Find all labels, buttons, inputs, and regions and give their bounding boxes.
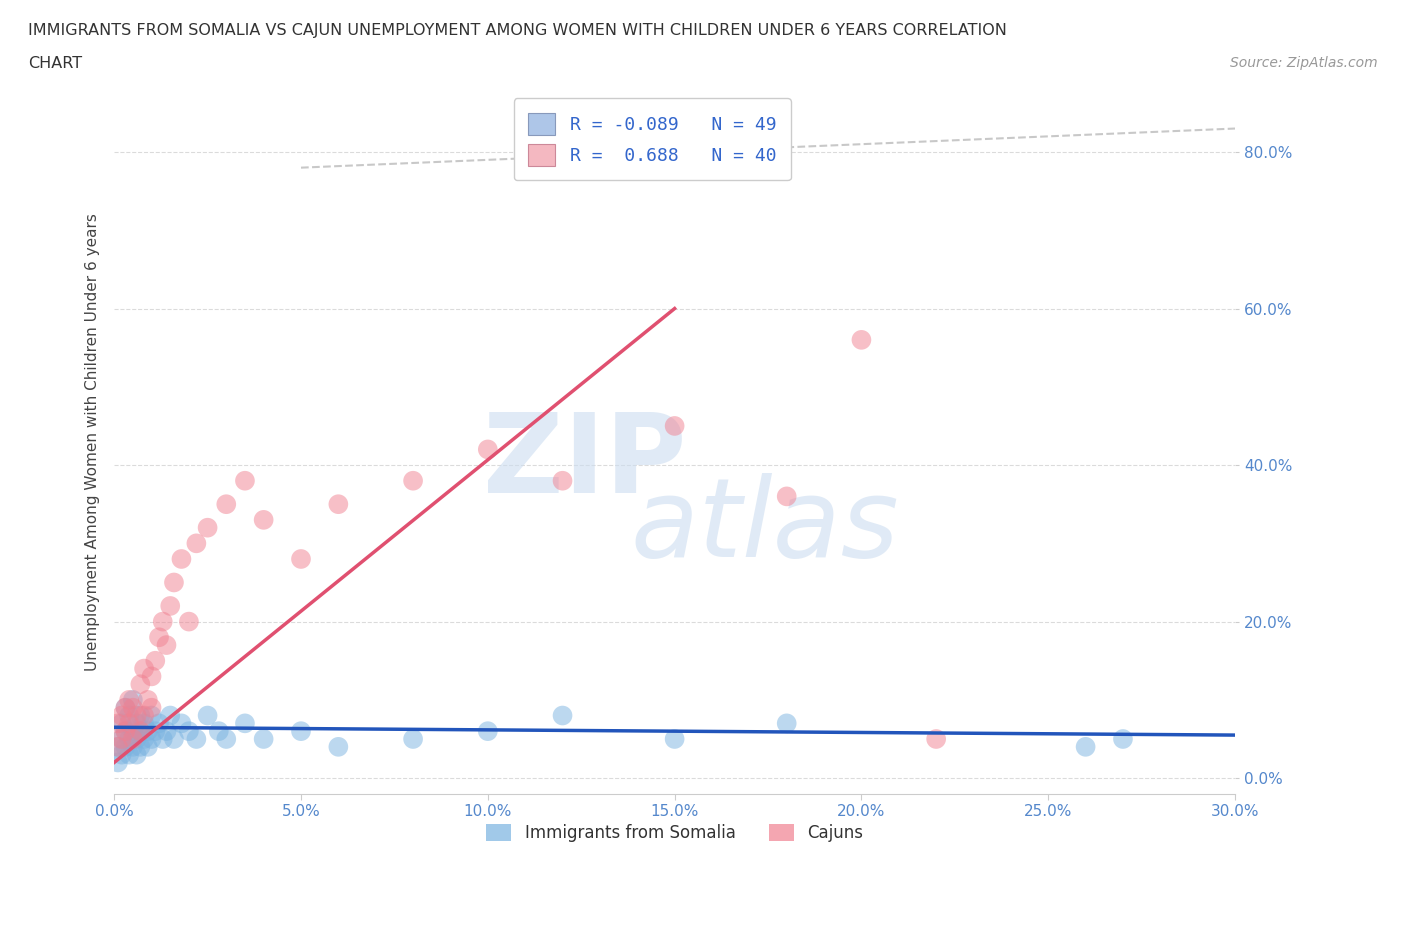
Point	[125, 732, 148, 747]
Point	[111, 732, 134, 747]
Point	[177, 614, 200, 629]
Point	[132, 716, 155, 731]
Point	[107, 755, 129, 770]
Point	[402, 473, 425, 488]
Point	[170, 551, 193, 566]
Point	[132, 661, 155, 676]
Point	[152, 732, 174, 747]
Point	[125, 747, 148, 762]
Point	[186, 732, 208, 747]
Point	[177, 724, 200, 738]
Point	[215, 497, 238, 512]
Point	[159, 599, 181, 614]
Point	[664, 418, 686, 433]
Point	[107, 739, 129, 754]
Point	[111, 708, 134, 723]
Point	[551, 473, 574, 488]
Point	[208, 724, 231, 738]
Point	[129, 739, 152, 754]
Point	[402, 732, 425, 747]
Point	[148, 716, 170, 731]
Point	[141, 669, 163, 684]
Point	[152, 614, 174, 629]
Point	[776, 489, 799, 504]
Point	[925, 732, 948, 747]
Point	[122, 739, 145, 754]
Point	[114, 700, 136, 715]
Point	[328, 739, 350, 754]
Point	[136, 739, 159, 754]
Y-axis label: Unemployment Among Women with Children Under 6 years: Unemployment Among Women with Children U…	[86, 213, 100, 671]
Point	[290, 724, 312, 738]
Point	[136, 693, 159, 708]
Point	[132, 708, 155, 723]
Point	[132, 732, 155, 747]
Point	[141, 708, 163, 723]
Point	[129, 677, 152, 692]
Point	[155, 724, 177, 738]
Point	[125, 708, 148, 723]
Point	[664, 732, 686, 747]
Point	[197, 708, 219, 723]
Point	[114, 739, 136, 754]
Point	[1074, 739, 1097, 754]
Point	[253, 512, 276, 527]
Point	[143, 653, 166, 668]
Point	[122, 700, 145, 715]
Point	[118, 693, 141, 708]
Point	[215, 732, 238, 747]
Point	[186, 536, 208, 551]
Point	[551, 708, 574, 723]
Point	[118, 708, 141, 723]
Point	[197, 520, 219, 535]
Point	[118, 732, 141, 747]
Text: atlas: atlas	[630, 472, 898, 579]
Point	[328, 497, 350, 512]
Point	[114, 724, 136, 738]
Point	[141, 732, 163, 747]
Point	[122, 693, 145, 708]
Point	[118, 716, 141, 731]
Point	[159, 708, 181, 723]
Text: CHART: CHART	[28, 56, 82, 71]
Text: Source: ZipAtlas.com: Source: ZipAtlas.com	[1230, 56, 1378, 70]
Point	[129, 724, 152, 738]
Point	[143, 724, 166, 738]
Point	[477, 442, 499, 457]
Point	[163, 732, 186, 747]
Point	[163, 575, 186, 590]
Point	[129, 708, 152, 723]
Point	[477, 724, 499, 738]
Point	[114, 724, 136, 738]
Point	[129, 724, 152, 738]
Point	[122, 724, 145, 738]
Point	[1112, 732, 1135, 747]
Point	[233, 473, 256, 488]
Point	[107, 716, 129, 731]
Point	[141, 700, 163, 715]
Point	[122, 732, 145, 747]
Text: ZIP: ZIP	[484, 409, 686, 516]
Point	[111, 732, 134, 747]
Point	[233, 716, 256, 731]
Point	[125, 716, 148, 731]
Legend: Immigrants from Somalia, Cajuns: Immigrants from Somalia, Cajuns	[479, 817, 870, 849]
Point	[118, 747, 141, 762]
Point	[111, 747, 134, 762]
Text: IMMIGRANTS FROM SOMALIA VS CAJUN UNEMPLOYMENT AMONG WOMEN WITH CHILDREN UNDER 6 : IMMIGRANTS FROM SOMALIA VS CAJUN UNEMPLO…	[28, 23, 1007, 38]
Point	[114, 700, 136, 715]
Point	[136, 724, 159, 738]
Point	[148, 630, 170, 644]
Point	[776, 716, 799, 731]
Point	[107, 739, 129, 754]
Point	[170, 716, 193, 731]
Point	[253, 732, 276, 747]
Point	[290, 551, 312, 566]
Point	[155, 638, 177, 653]
Point	[111, 716, 134, 731]
Point	[851, 332, 873, 347]
